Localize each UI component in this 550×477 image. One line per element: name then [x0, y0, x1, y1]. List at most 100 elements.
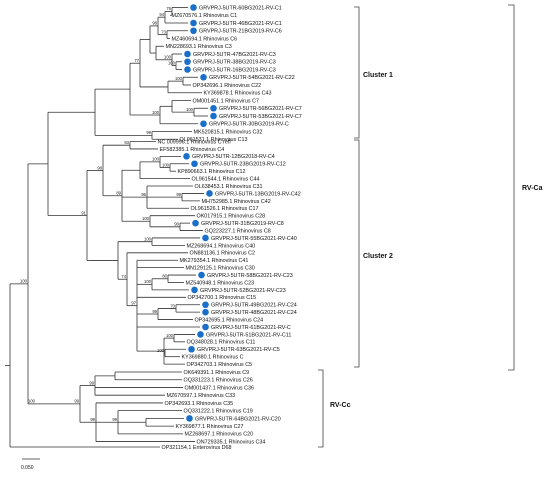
- bootstrap-value: 100: [175, 76, 183, 81]
- leaf-label: ON881136.1 Rhinovirus C2: [190, 251, 256, 257]
- bootstrap-value: 99: [89, 380, 94, 385]
- rv-ca-label: RV-Ca: [522, 185, 543, 192]
- bootstrap-value: 100: [144, 279, 152, 284]
- leaf-label: GRVPRJ-5UTR-48BG2021-RV-C24: [211, 310, 297, 316]
- bootstrap-value: 99: [152, 309, 157, 314]
- bootstrap-value: 99: [176, 192, 181, 197]
- leaf-label: OK017915.1 Rhinovirus C28: [197, 214, 266, 220]
- leaf-label: MK520815.1 Rhinovirus C32: [194, 129, 263, 135]
- bootstrap-value: 100: [168, 60, 176, 65]
- circle-marker-icon: [184, 58, 191, 66]
- leaf-label: OQ331223.1 Rhinovirus C26: [184, 378, 253, 384]
- leaf-label: OL638453.1 Rhinovirus C31: [195, 184, 263, 190]
- circle-marker-icon: [191, 160, 198, 168]
- circle-marker-icon: [198, 271, 205, 279]
- leaf-label: GRVPRJ-5UTR-56BG2021-RV-C7: [219, 106, 302, 112]
- rv-cc-bracket: RV-Cc: [318, 369, 351, 448]
- bootstrap-values: 7694739810010010077100100999310010099969…: [20, 6, 194, 422]
- leaf-label: GRVPRJ-5UTR-55BG2021-RV-C40: [211, 236, 297, 242]
- leaf-label: OK649391.1 Rhinovirus C9: [184, 370, 250, 376]
- leaf-label: MZ670597.1 Rhinovirus C33: [167, 393, 236, 399]
- circle-marker-icon: [183, 153, 190, 160]
- bootstrap-value: 100: [162, 162, 170, 167]
- circle-marker-icon: [200, 120, 207, 128]
- bootstrap-value: 100: [164, 55, 172, 60]
- circle-marker-icon: [188, 345, 195, 353]
- leaf-label: OM001451.1 Rhinovirus C7: [193, 98, 260, 104]
- leaf-label: MZ268694.1 Rhinovirus C40: [187, 243, 256, 249]
- leaf-label: MH752985.1 Rhinovirus C42: [202, 199, 271, 205]
- cluster1-bracket: Cluster 1: [354, 6, 393, 139]
- bootstrap-value: 100: [28, 399, 36, 404]
- leaf-label: EF582385.1 Rhinovirus C4: [160, 147, 225, 153]
- circle-marker-icon: [190, 27, 197, 35]
- leaf-label: GRVPRJ-5UTR-49BG2021-RV-C24: [211, 303, 297, 309]
- cluster1-label: Cluster 1: [363, 72, 393, 79]
- leaf-label: MN228693.1 Rhinovirus C3: [166, 44, 232, 50]
- bootstrap-value: 80: [162, 274, 167, 279]
- bootstrap-value: 100: [142, 216, 150, 221]
- circle-marker-icon: [210, 104, 217, 112]
- leaf-label: OP342693.1 Rhinovirus C35: [165, 401, 234, 407]
- circle-marker-icon: [190, 4, 197, 11]
- circle-marker-icon: [202, 301, 209, 309]
- leaf-label: GRVPRJ-5UTR-58BG2021-RV-C23: [207, 273, 293, 279]
- bootstrap-value: 97: [131, 300, 136, 305]
- leaf-label: OQ348028.1 Rhinovirus C11: [187, 340, 256, 346]
- circle-marker-icon: [202, 323, 209, 331]
- circle-marker-icon: [200, 73, 207, 81]
- bootstrap-value: 100: [144, 236, 152, 241]
- cluster2-bracket: Cluster 2: [354, 139, 393, 368]
- leaf-label: MZ460694.1 Rhinovirus C6: [172, 36, 238, 42]
- circle-marker-icon: [190, 19, 197, 27]
- circle-marker-icon: [184, 50, 191, 58]
- bootstrap-value: 73: [161, 29, 166, 34]
- leaf-label: MN129125.1 Rhinovirus C30: [186, 266, 255, 272]
- leaf-label: GRVPRJ-5UTR-64BG2021-RV-C20: [195, 416, 281, 422]
- bootstrap-value: 90: [174, 222, 179, 227]
- bootstrap-value: 77: [134, 58, 139, 63]
- leaf-label: GRVPRJ-5UTR-54BG2021-RV-C22: [209, 75, 295, 81]
- scale-bar-label: 0.050: [21, 465, 34, 471]
- leaf-label: OP342695.1 Rhinovirus C24: [195, 317, 264, 323]
- leaf-label: GRVPRJ-5UTR-51BG2021-RV-C11: [206, 332, 291, 338]
- leaf-label: KY369880.1 Rhinovirus C: [182, 355, 244, 361]
- leaf-label: OP342700.1 Rhinovirus C15: [188, 295, 257, 301]
- bootstrap-value: 96: [141, 192, 146, 197]
- leaf-label: OL961544.1 Rhinovirus C44: [192, 177, 260, 183]
- bootstrap-value: 94: [159, 12, 164, 17]
- tree-branches: [5, 7, 208, 448]
- circle-marker-icon: [206, 190, 213, 197]
- leaf-label: MZ268697.1 Rhinovirus C20: [185, 432, 254, 438]
- circle-marker-icon: [202, 308, 209, 316]
- bootstrap-value: 100: [152, 110, 160, 115]
- leaf-label: GRVPRJ-5UTR-47BG2021-RV-C3: [193, 52, 276, 58]
- circle-marker-icon: [192, 219, 199, 227]
- leaf-label: ON729335.1 Rhinovirus C34: [197, 439, 266, 445]
- leaf-label: GRVPRJ-5UTR-52BG2021-RV-C23: [200, 288, 286, 294]
- leaf-label: GQ223227.1 Rhinovirus C8: [205, 228, 271, 234]
- bootstrap-value: 93: [124, 140, 129, 145]
- leaf-label: GRVPRJ-5UTR-60BG2021-RV-C1: [199, 5, 282, 11]
- leaf-label: GRVPRJ-5UTR-61BG2021-RV-C: [211, 325, 291, 331]
- rv-ca-bracket: RV-Ca: [508, 4, 543, 371]
- leaf-label: MK279354.1 Rhinovirus C41: [180, 258, 249, 264]
- leaf-label: OQ331222.1 Rhinovirus C19: [184, 409, 253, 415]
- leaf-label: OP321154.1 Enterovirus D68: [162, 445, 232, 451]
- leaf-label: GRVPRJ-5UTR-13BG2019-RV-C42: [215, 191, 301, 197]
- rv-cc-label: RV-Cc: [330, 402, 351, 409]
- scale-bar: 0.050: [21, 458, 40, 471]
- circle-marker-icon: [197, 331, 204, 338]
- leaf-label: GRVPRJ-5UTR-21BG2019-RV-C6: [199, 29, 282, 35]
- bootstrap-value: 100: [186, 107, 194, 112]
- bootstrap-value: 74: [121, 274, 126, 279]
- leaf-label: KY369877.1 Rhinovirus C27: [176, 424, 244, 430]
- circle-marker-icon: [210, 112, 217, 120]
- leaf-label: GRVPRJ-5UTR-12BG2018-RV-C4: [192, 154, 275, 160]
- bootstrap-value: 99: [90, 417, 95, 422]
- circle-marker-icon: [186, 415, 193, 422]
- tree-leaves: GRVPRJ-5UTR-60BG2021-RV-C1 MZ670576.1 Rhi…: [158, 4, 302, 451]
- circle-marker-icon: [184, 66, 191, 73]
